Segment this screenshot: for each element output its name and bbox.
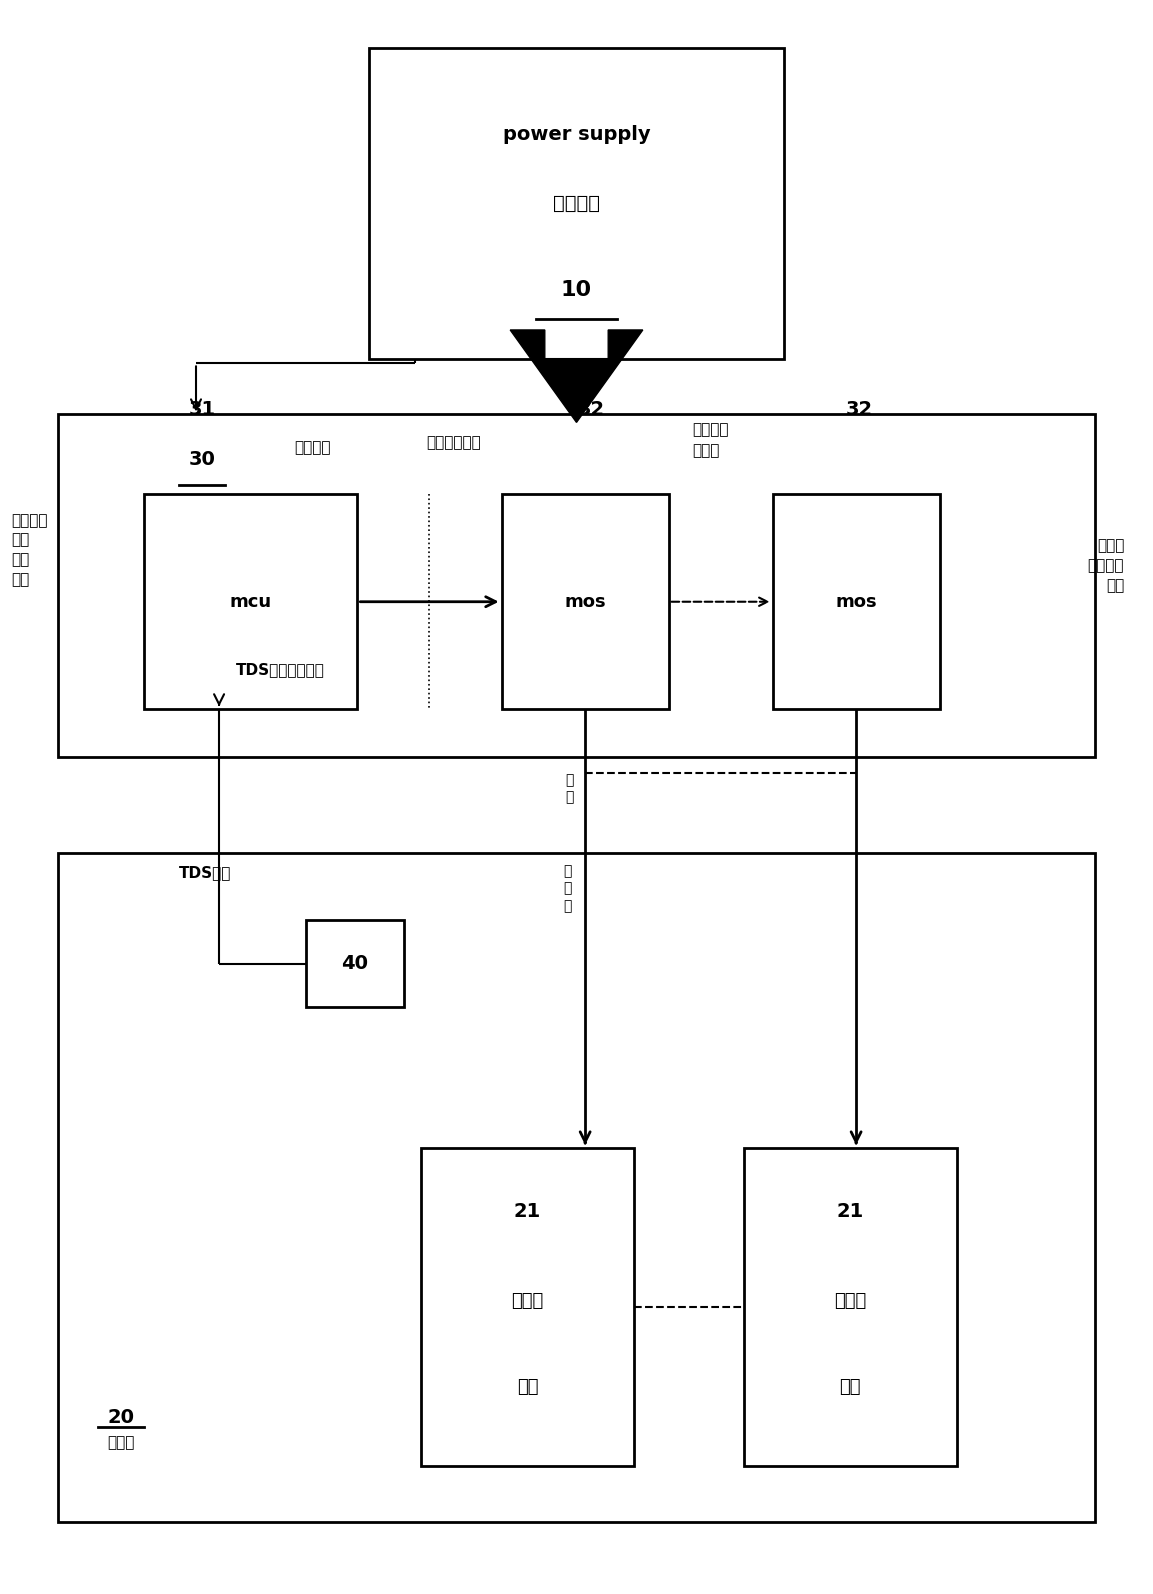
Text: 32: 32 [578,400,605,419]
Text: 控制部分供电: 控制部分供电 [427,435,481,450]
Polygon shape [510,330,643,422]
Bar [306,920,404,1007]
Text: 极组: 极组 [839,1377,861,1396]
Bar [58,414,1095,757]
Bar [478,478,969,725]
Text: 大
电
流: 大 电 流 [563,864,571,913]
Text: 净化电: 净化电 [512,1291,543,1310]
Text: 净化电: 净化电 [835,1291,866,1310]
Text: 20: 20 [107,1408,135,1427]
Text: power supply: power supply [503,126,650,145]
Text: mcu: mcu [229,593,272,611]
Bar [773,494,940,709]
Text: 信号采集
分析
输出
部分: 信号采集 分析 输出 部分 [12,513,48,587]
Text: 40: 40 [341,955,368,972]
Text: 31: 31 [188,400,216,419]
Text: 21: 21 [837,1202,864,1221]
Text: TDS采集反馈信号: TDS采集反馈信号 [236,662,325,677]
Text: 电源输出
大电流: 电源输出 大电流 [692,422,729,459]
Bar [58,853,1095,1522]
Text: 21: 21 [514,1202,541,1221]
Bar [421,1148,634,1466]
Text: 控制信号: 控制信号 [294,440,331,454]
Text: mos: mos [835,593,877,611]
Text: mos: mos [564,593,606,611]
Text: 输
出: 输 出 [565,773,573,805]
Text: 10: 10 [562,281,591,300]
Text: 32: 32 [845,400,873,419]
Text: TDS采集: TDS采集 [179,866,231,880]
Bar [369,48,784,359]
Text: 净化仓: 净化仓 [107,1436,135,1451]
Text: 供电电源: 供电电源 [553,194,600,212]
Text: 极组: 极组 [517,1377,538,1396]
Text: 30: 30 [188,450,216,469]
Bar [502,494,669,709]
Bar [144,494,357,709]
Bar [744,1148,957,1466]
Text: 大电流
输出控制
部分: 大电流 输出控制 部分 [1087,539,1124,593]
